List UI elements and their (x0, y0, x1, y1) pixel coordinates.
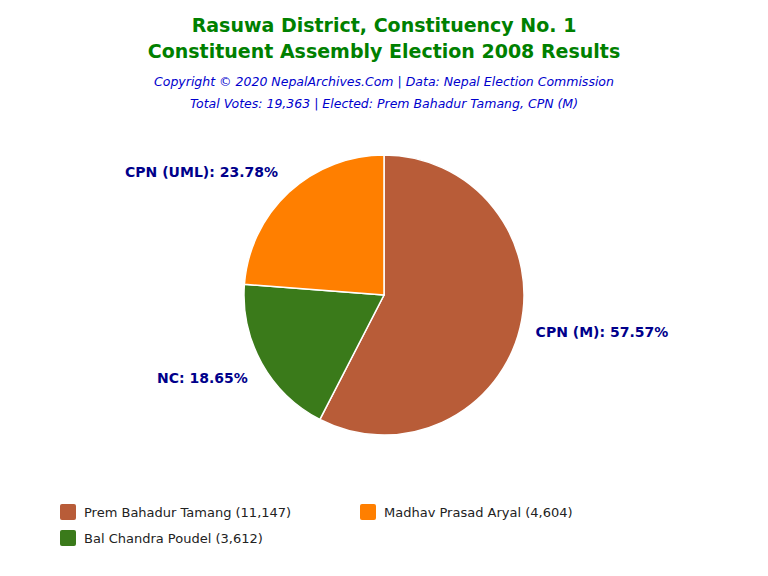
legend-label: Prem Bahadur Tamang (11,147) (84, 505, 291, 520)
legend-label: Madhav Prasad Aryal (4,604) (384, 505, 573, 520)
pie (244, 155, 524, 435)
background (0, 0, 768, 576)
data-label: NC: 18.65% (157, 370, 248, 386)
legend-swatch (360, 504, 376, 520)
data-labels: CPN (M): 57.57% NC: 18.65% CPN (UML): 23.7… (125, 164, 668, 386)
subtitle: Constituent Assembly Election 2008 Resul… (148, 40, 620, 62)
legend: Prem Bahadur Tamang (11,147) Madhav Prasa… (60, 504, 573, 546)
annotation: Copyright © 2020 NepalArchives.Com | Dat… (154, 74, 614, 89)
data-label: CPN (UML): 23.78% (125, 164, 278, 180)
legend-label: Bal Chandra Poudel (3,612) (84, 531, 263, 546)
chart-container: Rasuwa District, Constituency No. 1 Const… (0, 0, 768, 576)
legend-swatch (60, 530, 76, 546)
annotation: Total Votes: 19,363 | Elected: Prem Baha… (190, 96, 578, 111)
pie-slice (244, 284, 384, 419)
data-label: CPN (M): 57.57% (536, 324, 669, 340)
legend-swatch (60, 504, 76, 520)
chart: Rasuwa District, Constituency No. 1 Const… (0, 0, 768, 576)
title: Rasuwa District, Constituency No. 1 (192, 14, 577, 36)
